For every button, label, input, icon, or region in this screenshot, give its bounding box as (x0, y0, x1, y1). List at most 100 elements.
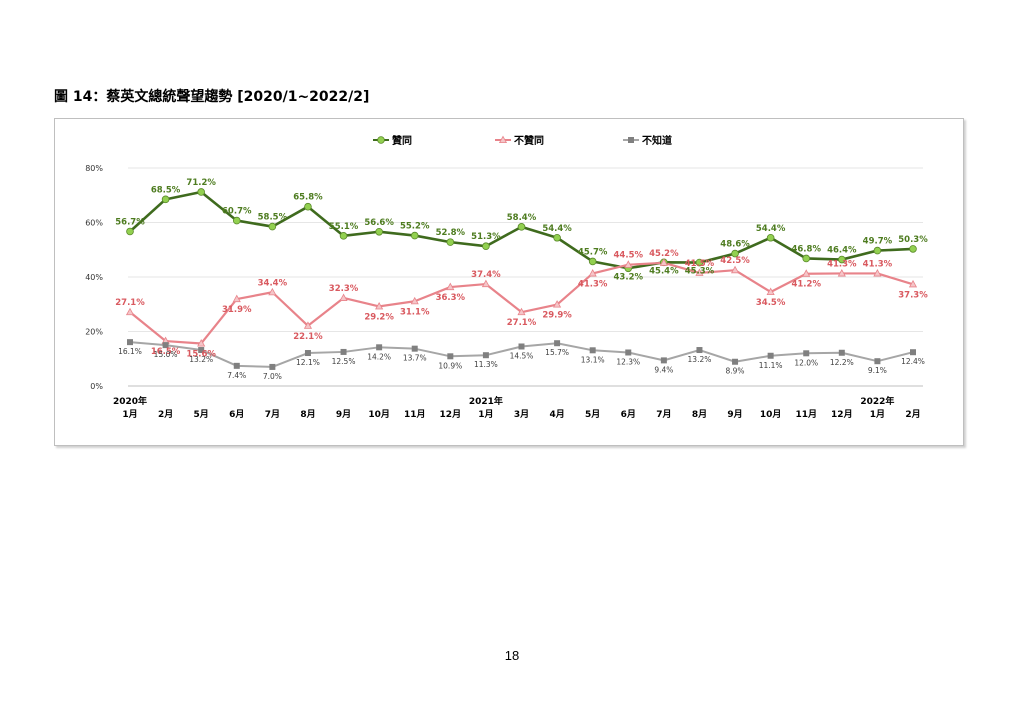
data-point (304, 202, 312, 211)
data-point (802, 269, 811, 277)
data-label: 46.4% (827, 246, 857, 256)
data-label: 41.3% (578, 279, 608, 289)
data-label: 29.9% (542, 311, 572, 321)
legend-label: 贊同 (392, 134, 412, 147)
y-tick-label: 20% (85, 328, 103, 337)
data-label: 13.7% (403, 354, 427, 363)
data-point (269, 363, 276, 370)
chart-frame: 0% 20% 40% 60% 80% 2020年 1月 2月 5月 6月 7月 8月 9月 10月 11月 1… (54, 118, 964, 446)
data-point (910, 349, 916, 356)
figure-title: 圖 14：蔡英文總統聲望趨勢 [2020/1~2022/2] (54, 89, 370, 105)
data-label: 45.2% (649, 249, 679, 259)
data-label: 8.9% (726, 367, 745, 376)
data-point (375, 301, 384, 310)
data-point (340, 348, 347, 355)
data-label: 48.6% (720, 240, 750, 250)
data-label: 12.1% (296, 358, 320, 367)
x-tick-month-label: 3月 (514, 409, 529, 420)
data-point (339, 232, 348, 240)
data-point (696, 347, 703, 354)
data-label: 12.3% (616, 357, 640, 366)
data-label: 12.0% (794, 358, 818, 367)
data-label: 34.5% (756, 298, 786, 308)
data-point (909, 245, 917, 253)
data-point (410, 231, 419, 240)
data-point (732, 358, 739, 365)
data-point (411, 345, 418, 352)
data-label: 7.0% (263, 372, 282, 381)
data-label: 13.2% (189, 355, 213, 364)
data-label: 15.6% (186, 349, 216, 359)
data-label: 58.4% (507, 213, 537, 223)
x-tick-month-label: 9月 (336, 409, 351, 420)
data-label: 36.3% (436, 293, 466, 303)
data-label: 60.7% (222, 207, 252, 217)
data-point (304, 350, 311, 357)
data-label: 16.1% (118, 347, 142, 356)
data-point (803, 350, 810, 357)
data-point (838, 255, 846, 264)
x-tick-month-label: 8月 (692, 409, 707, 420)
legend-marker (628, 137, 634, 143)
data-label: 55.1% (329, 222, 359, 232)
data-point (624, 260, 633, 268)
data-label: 45.7% (578, 247, 608, 257)
data-label: 54.4% (756, 224, 786, 234)
x-tick-year-label: 2020年 (113, 395, 147, 407)
data-point (268, 222, 277, 231)
data-point (232, 216, 241, 225)
y-tick-label: 40% (85, 273, 103, 282)
data-point (518, 343, 525, 350)
data-point (659, 258, 668, 266)
y-tick-label: 60% (85, 219, 103, 228)
data-point (376, 344, 383, 351)
data-point (339, 293, 348, 301)
x-tick-month-label: 4月 (549, 409, 564, 420)
x-tick-month-label: 1月 (870, 409, 885, 420)
x-tick-month-label: 10月 (368, 409, 390, 420)
data-label: 50.3% (898, 235, 928, 245)
data-label: 31.9% (222, 305, 252, 315)
data-label: 58.5% (258, 213, 288, 223)
x-tick-month-label: 2月 (905, 409, 920, 420)
data-label: 43.2% (614, 272, 644, 282)
data-label: 16.5% (151, 347, 181, 357)
data-point (553, 233, 561, 242)
line-chart: 0% 20% 40% 60% 80% 2020年 1月 2月 5月 6月 7月 8月 9月 10月 11月 1… (85, 134, 928, 420)
data-label: 37.4% (471, 270, 501, 280)
data-point (554, 340, 561, 347)
data-point (802, 254, 811, 263)
data-point (517, 307, 526, 316)
legend-marker (377, 136, 385, 144)
data-label: 44.5% (614, 251, 644, 261)
x-tick-month-label: 11月 (795, 409, 817, 420)
data-label: 13.1% (581, 355, 605, 364)
data-point (767, 352, 774, 359)
data-point (873, 246, 882, 255)
data-label: 22.1% (293, 332, 323, 342)
data-point (446, 238, 455, 246)
data-label: 45.3% (685, 267, 715, 277)
data-label: 34.4% (258, 278, 288, 288)
x-tick-month-label: 12月 (831, 409, 853, 420)
data-label: 12.4% (901, 357, 925, 366)
data-label: 56.6% (364, 218, 394, 228)
data-label: 55.2% (400, 222, 430, 232)
data-point (268, 287, 277, 296)
legend-label: 不贊同 (514, 134, 544, 147)
data-point (908, 279, 918, 288)
data-point (731, 249, 739, 258)
data-point (660, 357, 667, 364)
data-label: 10.9% (438, 361, 462, 370)
data-label: 56.7% (115, 217, 145, 227)
data-label: 11.1% (759, 361, 783, 370)
data-label: 11.3% (474, 360, 498, 369)
x-tick-month-label: 5月 (585, 409, 600, 420)
data-point (161, 195, 170, 204)
data-point (766, 233, 775, 242)
x-tick-month-label: 2月 (158, 409, 173, 420)
data-label: 41.2% (791, 280, 821, 290)
data-point (410, 296, 419, 305)
data-label: 27.1% (507, 318, 537, 328)
x-tick-year-label: 2022年 (860, 395, 894, 407)
